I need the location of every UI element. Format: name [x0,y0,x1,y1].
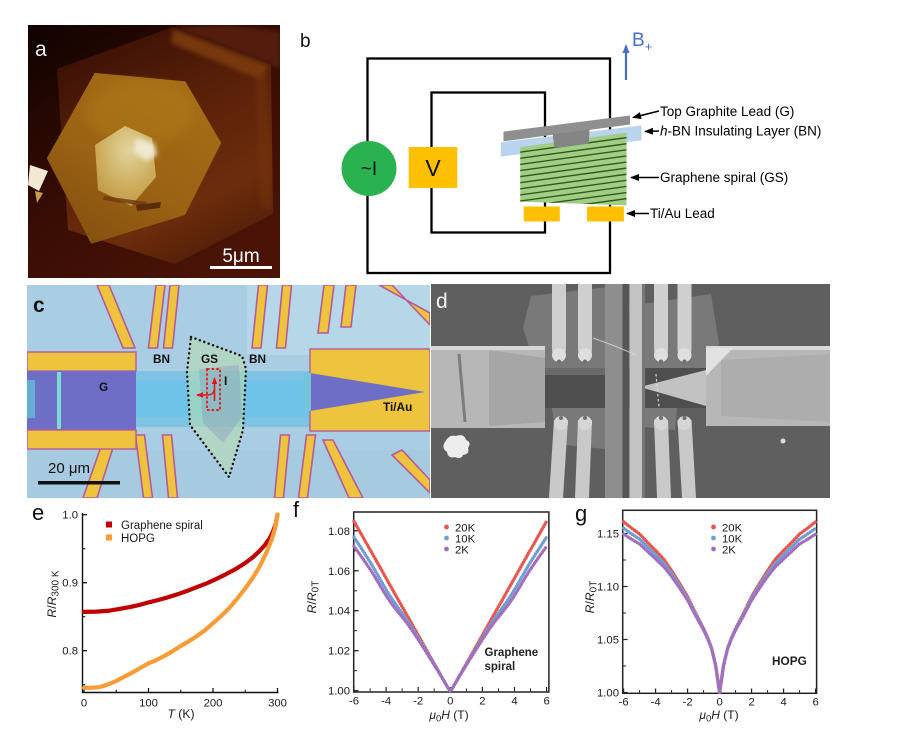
svg-text:2K: 2K [455,544,469,556]
svg-text:6: 6 [543,696,549,708]
svg-text:0.8: 0.8 [62,646,78,658]
svg-text:-2: -2 [413,696,423,708]
svg-text:G: G [99,380,108,394]
svg-text:1.0: 1.0 [62,510,78,522]
svg-text:4: 4 [780,697,786,709]
svg-text:0: 0 [447,696,453,708]
svg-text:f: f [293,497,300,522]
svg-text:0: 0 [716,697,722,709]
svg-text:1.08: 1.08 [328,526,350,538]
svg-text:1.02: 1.02 [328,646,350,658]
svg-text:GS: GS [201,352,218,366]
svg-text:10K: 10K [722,533,743,545]
svg-text:~I: ~I [361,159,377,180]
svg-text:2: 2 [748,697,754,709]
svg-text:10K: 10K [455,533,476,545]
svg-text:1.00: 1.00 [597,688,619,700]
svg-text:BN: BN [249,352,266,366]
svg-text:-6: -6 [619,697,629,709]
svg-text:100: 100 [139,698,158,710]
svg-text:Top Graphite Lead (G): Top Graphite Lead (G) [660,104,794,119]
svg-text:b: b [300,31,311,52]
svg-text:-4: -4 [381,696,391,708]
svg-text:spiral: spiral [485,661,516,673]
svg-text:1.15: 1.15 [597,529,619,541]
svg-text:I: I [224,374,227,388]
svg-text:0.9: 0.9 [62,578,78,590]
svg-text:d: d [436,290,448,313]
svg-text:-2: -2 [683,697,693,709]
svg-text:2: 2 [479,696,485,708]
svg-text:Graphene: Graphene [485,647,539,659]
svg-text:200: 200 [204,698,223,710]
svg-text:1.00: 1.00 [328,686,350,698]
svg-text:1.04: 1.04 [328,606,350,618]
svg-text:Graphene spiral (GS): Graphene spiral (GS) [660,170,788,185]
svg-text:6: 6 [812,697,818,709]
svg-text:c: c [33,294,45,317]
svg-text:5μm: 5μm [222,246,259,267]
svg-text:1.05: 1.05 [597,635,619,647]
svg-text:20 μm: 20 μm [48,460,90,477]
svg-text:300: 300 [268,698,287,710]
svg-text:HOPG: HOPG [121,533,155,545]
svg-text:2K: 2K [722,544,736,556]
svg-text:1.10: 1.10 [597,582,619,594]
svg-text:μ0H (T): μ0H (T) [698,708,738,725]
svg-text:-6: -6 [349,696,359,708]
svg-text:T (K): T (K) [167,707,194,721]
svg-text:R/R0T: R/R0T [583,581,600,614]
svg-text:Ti/Au Lead: Ti/Au Lead [650,206,715,221]
svg-text:20K: 20K [455,522,476,534]
svg-text:Graphene spiral: Graphene spiral [121,520,203,532]
svg-text:0: 0 [81,698,87,710]
svg-text:a: a [35,38,47,61]
svg-text:20K: 20K [722,522,743,534]
svg-text:4: 4 [511,696,517,708]
svg-text:g: g [575,501,587,526]
svg-text:HOPG: HOPG [772,654,807,668]
svg-text:V: V [425,155,441,181]
svg-text:-4: -4 [651,697,661,709]
svg-text:1.06: 1.06 [328,566,350,578]
svg-text:Ti/Au: Ti/Au [383,400,412,414]
svg-text:e: e [32,500,44,525]
svg-text:h-BN Insulating Layer (BN): h-BN Insulating Layer (BN) [660,124,821,139]
svg-text:BN: BN [153,352,170,366]
